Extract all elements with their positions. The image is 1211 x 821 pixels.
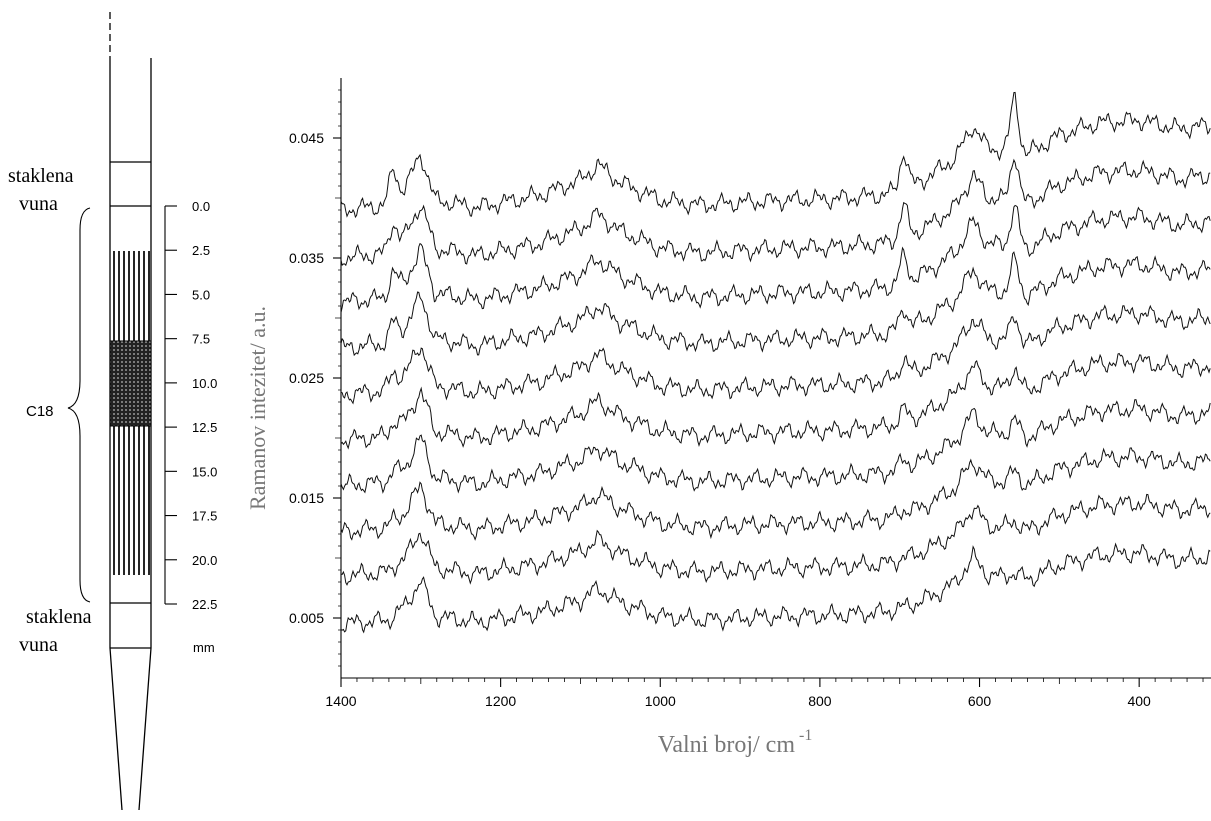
- mm-unit-label: mm: [193, 640, 215, 655]
- y-tick-label: 0.025: [289, 370, 324, 386]
- raman-chart: 0.005 0.015 0.025 0.035 0.045 1400 1200 1000 80…: [245, 78, 1211, 758]
- mm-tick-label: 17.5: [192, 509, 217, 524]
- spectrum-line-1: [340, 542, 1211, 634]
- y-tick-label: 0.045: [289, 130, 324, 146]
- mm-scale-ticks: 0.0 2.5 5.0 7.5 10.0 12.5 15.0 17.5 20.0 22.5: [165, 199, 217, 612]
- mm-tick-label: 5.0: [192, 287, 210, 302]
- x-tick-label: 400: [1127, 693, 1151, 709]
- mm-tick-label: 15.0: [192, 464, 217, 479]
- mm-tick-label: 0.0: [192, 199, 210, 214]
- bottom-glass-wool-label-line1: staklena: [26, 606, 92, 628]
- y-tick-label: 0.015: [289, 490, 324, 506]
- top-glass-wool-label-line1: staklena: [8, 165, 74, 187]
- c18-brace: [67, 207, 91, 603]
- bottom-glass-wool-label-line2: vuna: [19, 634, 58, 656]
- spectrum-line-3: [340, 447, 1211, 541]
- x-tick-label: 1200: [485, 693, 516, 709]
- mm-tick-label: 20.0: [192, 553, 217, 568]
- y-ticks: 0.005 0.015 0.025 0.035 0.045: [289, 130, 341, 626]
- y-tick-label: 0.035: [289, 250, 324, 266]
- top-glass-wool-label-line2: vuna: [19, 193, 58, 215]
- spectrum-line-9: [340, 158, 1211, 267]
- x-axis-label-superscript: -1: [799, 727, 812, 744]
- spectrum-line-6: [340, 304, 1211, 405]
- column-schematic: staklena vuna C18 staklena vuna 0.0 2.5 5.…: [8, 12, 217, 811]
- y-axis-label: Ramanov intezitet/ a.u.: [245, 306, 270, 510]
- spectra: [340, 91, 1211, 634]
- spectrum-line-4: [340, 399, 1211, 494]
- spectrum-line-2: [340, 493, 1211, 586]
- x-tick-label: 800: [808, 693, 832, 709]
- x-tick-label: 600: [968, 693, 992, 709]
- y-tick-label: 0.005: [289, 610, 324, 626]
- mm-tick-label: 10.0: [192, 376, 217, 391]
- c18-label: C18: [26, 403, 54, 420]
- x-axis-label: Valni broj/ cm: [658, 732, 796, 758]
- sample-zone: [109, 340, 152, 427]
- spectrum-line-5: [340, 352, 1211, 450]
- spectrum-line-8: [340, 204, 1211, 313]
- mm-tick-label: 12.5: [192, 420, 217, 435]
- spectrum-line-7: [340, 251, 1211, 357]
- mm-tick-label: 7.5: [192, 332, 210, 347]
- mm-tick-label: 22.5: [192, 597, 217, 612]
- y-minor-ticks: [335, 89, 341, 667]
- mm-tick-label: 2.5: [192, 243, 210, 258]
- column-tip: [109, 647, 152, 811]
- spectrum-line-10: [340, 91, 1211, 219]
- x-tick-label: 1000: [645, 693, 676, 709]
- x-tick-label: 1400: [325, 693, 356, 709]
- x-ticks: 1400 1200 1000 800 600 400: [325, 678, 1151, 709]
- x-minor-ticks: [356, 678, 1204, 684]
